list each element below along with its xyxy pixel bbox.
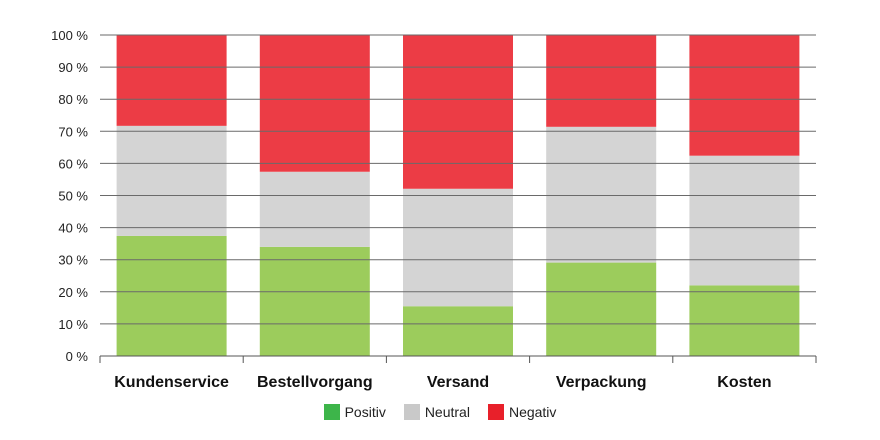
x-tick-label: Verpackung [556, 374, 647, 391]
legend-swatch-neutral [403, 404, 420, 420]
stacked-bar-chart: Kundenservice Bestellvorgang Versand Verpac… [51, 28, 817, 391]
y-tick-label: 30 % [58, 253, 88, 268]
legend-item-negativ: Negativ [487, 404, 557, 420]
bar-positiv-verpackung [546, 262, 657, 356]
y-tick-label: 90 % [58, 60, 88, 75]
bar-neutral-versand [403, 188, 513, 307]
y-tick-label: 40 % [58, 221, 88, 236]
legend-label-neutral: Neutral [424, 404, 470, 420]
legend-item-neutral: Neutral [403, 404, 470, 420]
y-tick-label: 10 % [58, 317, 88, 332]
x-tick-label: Versand [427, 374, 489, 391]
bar-neutral-verpackung [546, 126, 657, 263]
legend-label-negativ: Negativ [508, 404, 557, 420]
y-tick-label: 80 % [58, 92, 88, 107]
x-tick-label: Kosten [717, 374, 771, 391]
bar-negativ-versand [403, 35, 513, 189]
legend-item-positiv: Positiv [323, 404, 386, 420]
bar-positiv-bestellvorgang [259, 246, 370, 356]
y-tick-label: 20 % [58, 285, 88, 300]
x-tick-label: Bestellvorgang [257, 374, 373, 391]
y-tick-label: 70 % [58, 124, 88, 139]
y-tick-label: 100 % [51, 28, 88, 43]
legend-label-positiv: Positiv [344, 404, 386, 420]
bar-positiv-versand [403, 306, 513, 356]
y-tick-label: 60 % [58, 156, 88, 171]
legend-swatch-positiv [323, 404, 340, 420]
bar-negativ-kundenservice [116, 35, 227, 126]
y-tick-label: 50 % [58, 189, 88, 204]
bar-negativ-bestellvorgang [259, 35, 370, 172]
legend-swatch-negativ [487, 404, 504, 420]
bar-negativ-kosten [689, 35, 800, 156]
x-tick-label: Kundenservice [114, 374, 229, 391]
y-tick-label: 0 % [66, 349, 89, 364]
bar-negativ-verpackung [546, 35, 657, 127]
bar-neutral-bestellvorgang [259, 171, 370, 247]
legend: Positiv Neutral Negativ [0, 404, 880, 420]
bar-positiv-kundenservice [116, 235, 227, 356]
bar-positiv-kosten [689, 285, 800, 356]
bar-neutral-kundenservice [116, 125, 227, 236]
bar-neutral-kosten [689, 155, 800, 286]
